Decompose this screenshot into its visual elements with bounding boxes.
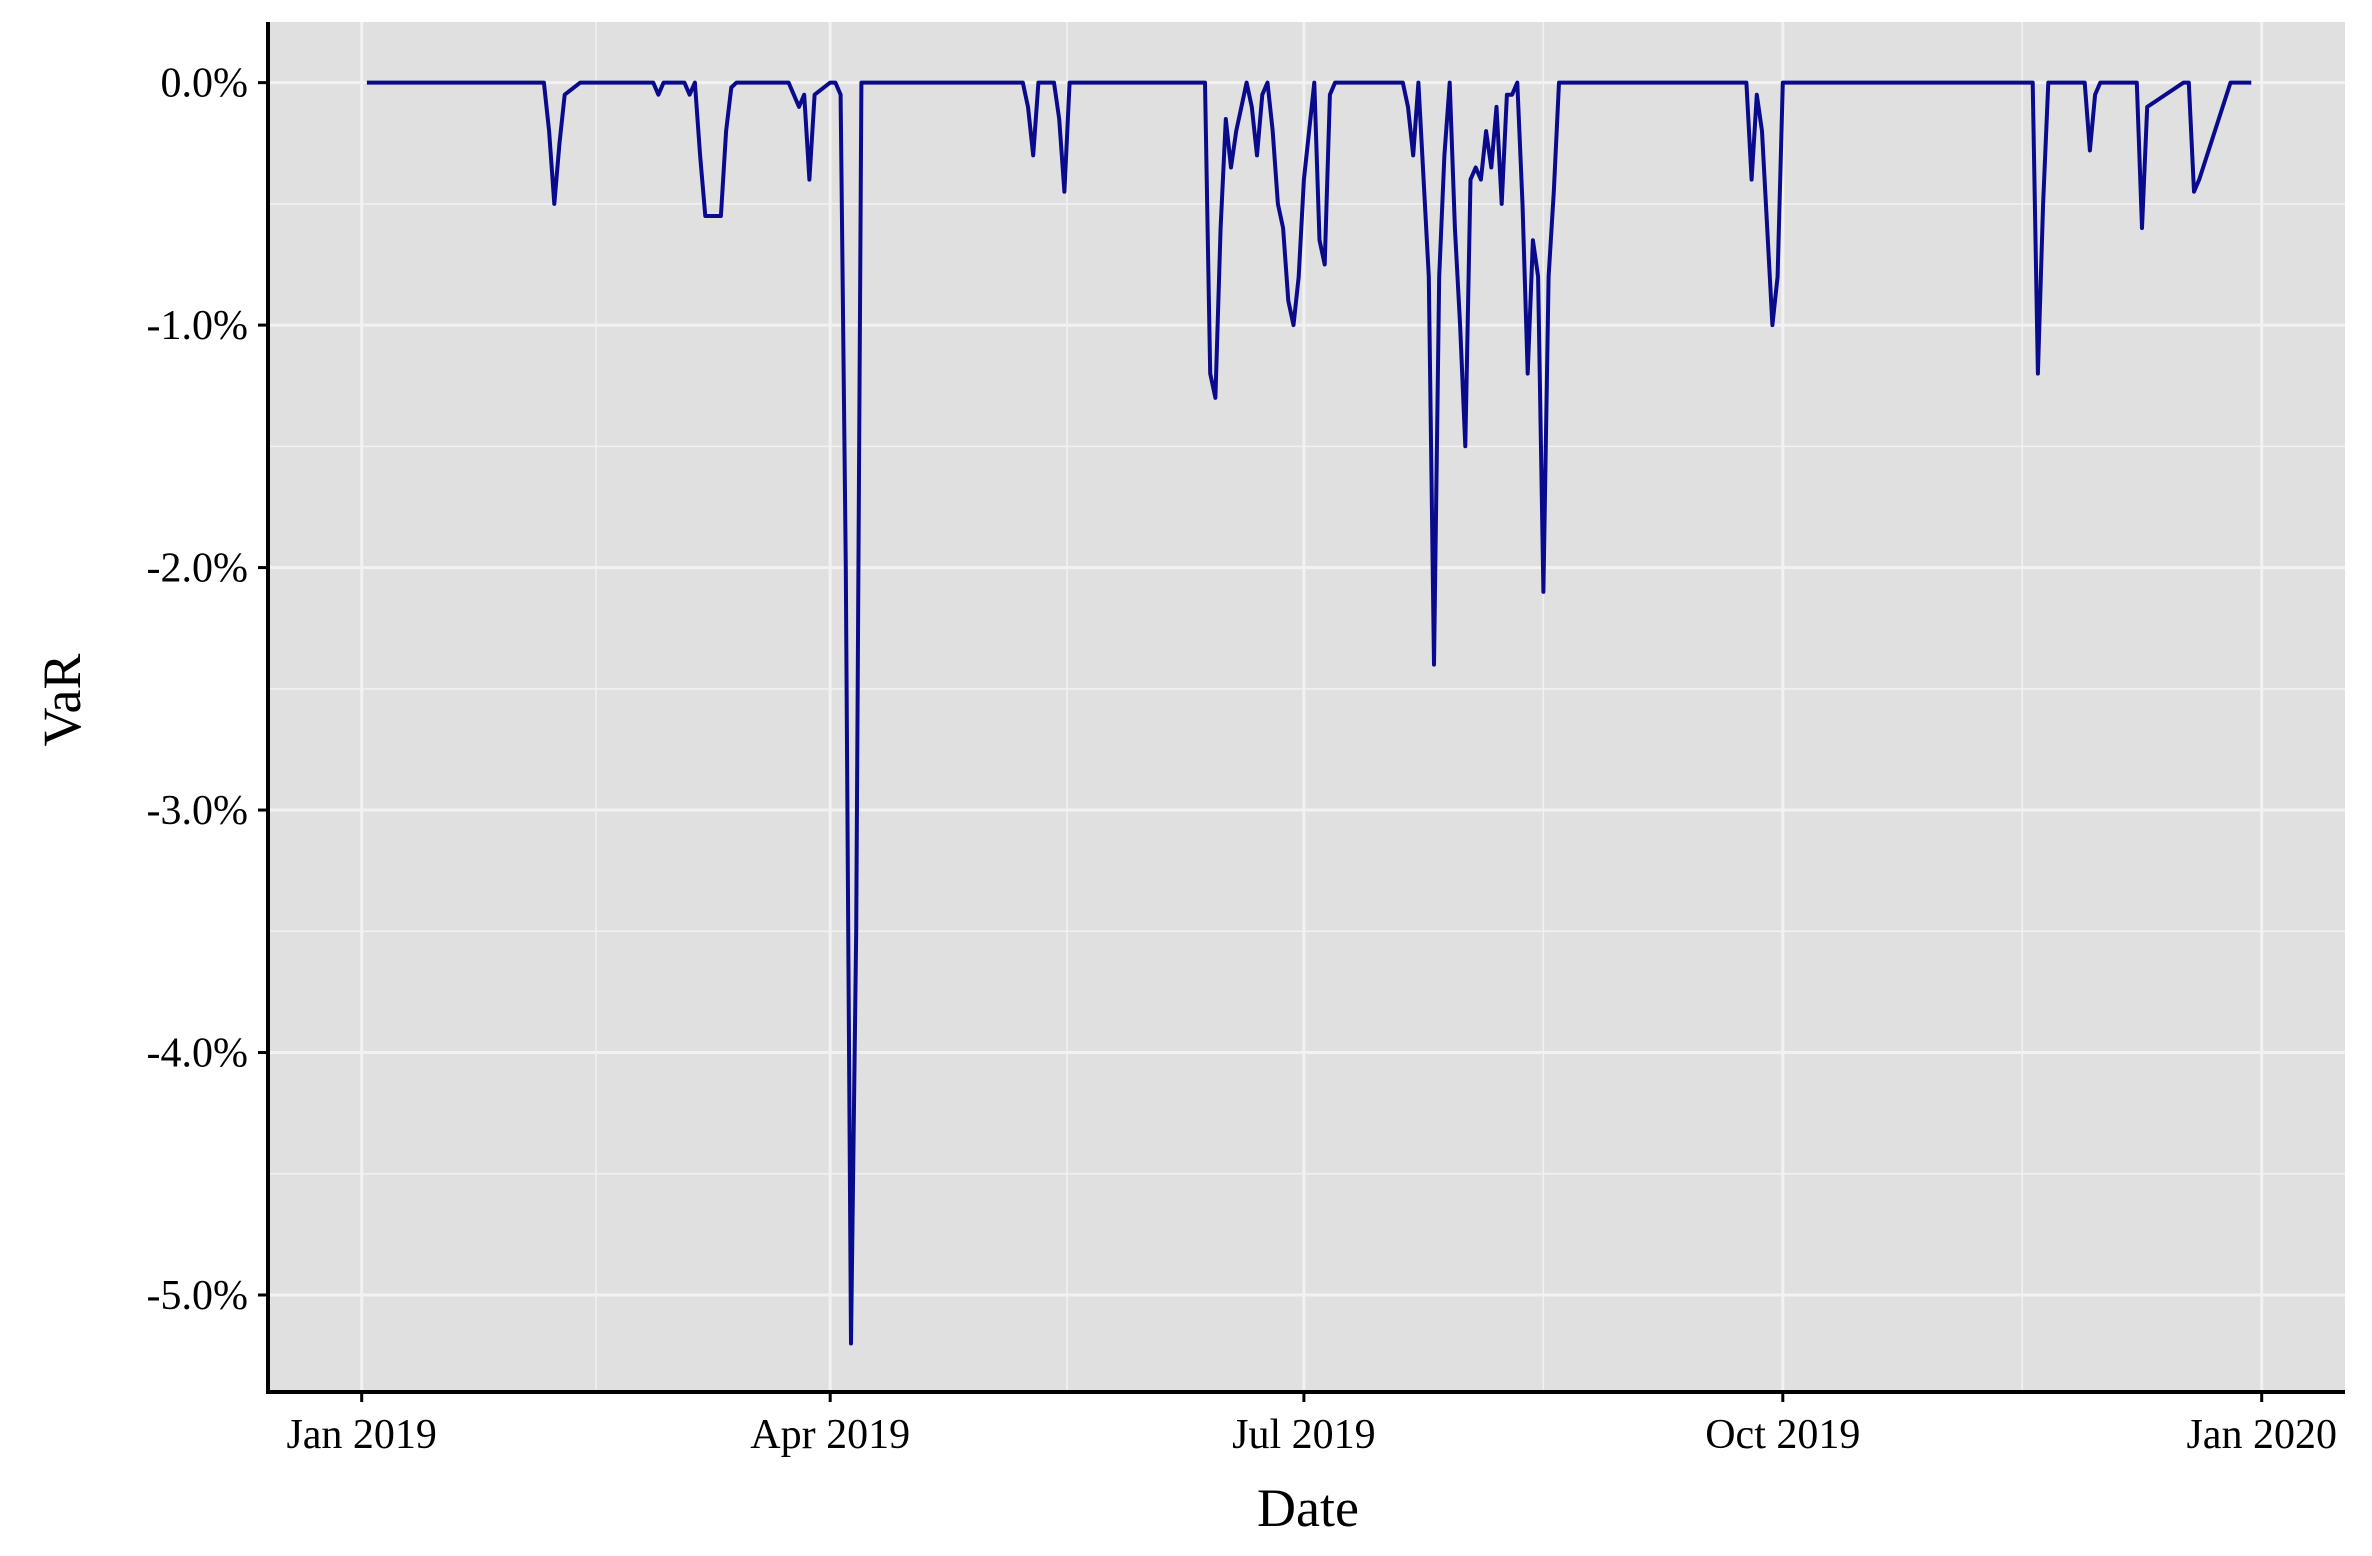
x-tick-label: Apr 2019	[750, 1412, 910, 1458]
y-tick-label: -3.0%	[147, 788, 248, 834]
x-tick-label: Oct 2019	[1705, 1412, 1860, 1458]
var-series-line	[366, 80, 2252, 1346]
x-axis-ticks: Jan 2019 Apr 2019 Jul 2019 Oct 2019 Jan 2020	[286, 1392, 2337, 1458]
y-tick-label: -4.0%	[147, 1031, 248, 1077]
grid-lines	[268, 22, 2345, 1392]
y-tick-label: 0.0%	[161, 61, 249, 107]
plot-panel	[268, 22, 2345, 1392]
y-tick-label: -5.0%	[147, 1273, 248, 1319]
y-tick-label: -1.0%	[147, 303, 248, 349]
x-axis-title: Date	[1257, 1478, 1359, 1538]
y-axis-title: VaR	[32, 654, 92, 747]
y-tick-label: -2.0%	[147, 546, 248, 592]
x-tick-label: Jul 2019	[1232, 1412, 1376, 1458]
x-tick-label: Jan 2019	[286, 1412, 437, 1458]
y-axis-ticks: 0.0% -1.0% -2.0% -3.0% -4.0% -5.0%	[147, 61, 268, 1319]
x-tick-label: Jan 2020	[2186, 1412, 2337, 1458]
